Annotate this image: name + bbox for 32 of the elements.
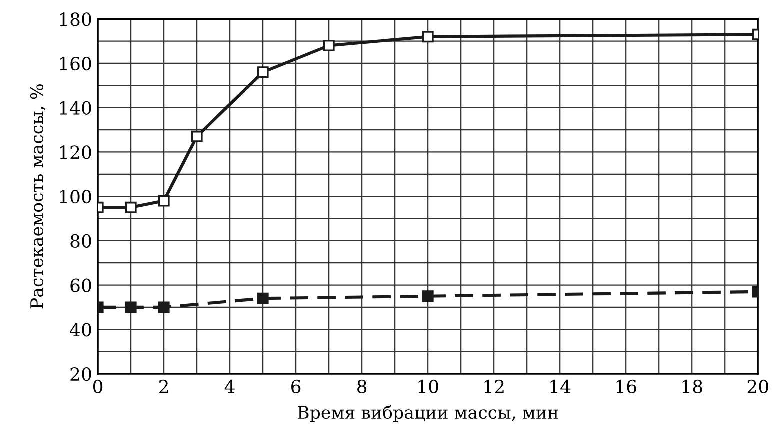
x-tick-label: 20 (748, 380, 768, 394)
y-tick-label: 180 (60, 12, 92, 26)
point (125, 302, 137, 314)
y-tick-label: 80 (70, 234, 92, 248)
x-tick-label: 0 (93, 380, 103, 394)
point (257, 66, 269, 78)
x-tick-label: 6 (292, 380, 301, 394)
point (257, 292, 269, 304)
x-tick-label: 4 (224, 380, 235, 394)
x-tick-label: 16 (616, 380, 636, 394)
x-tick-label: 10 (418, 380, 438, 394)
y-tick-label: 140 (60, 101, 92, 115)
x-tick-label: 2 (160, 380, 168, 394)
x-tick-label: 18 (682, 380, 702, 394)
y-tick-label: 40 (70, 323, 92, 337)
point (422, 290, 434, 302)
y-axis-title: Растекаемость массы, % (30, 84, 46, 309)
point (323, 40, 335, 52)
y-tick-label: 100 (60, 190, 92, 204)
x-tick-label: 12 (484, 380, 504, 394)
point (191, 130, 203, 142)
y-tick-label: 120 (60, 146, 92, 160)
point (125, 202, 137, 214)
y-tick-label: 20 (70, 367, 92, 382)
x-tick-label: 8 (358, 380, 367, 394)
y-tick-label: 60 (70, 278, 92, 292)
x-tick-label: 14 (550, 380, 571, 394)
point (158, 302, 170, 314)
point (422, 31, 434, 43)
x-axis-title: Время вибрации массы, мин (298, 405, 558, 422)
y-tick-label: 160 (60, 56, 92, 71)
point (158, 195, 170, 207)
